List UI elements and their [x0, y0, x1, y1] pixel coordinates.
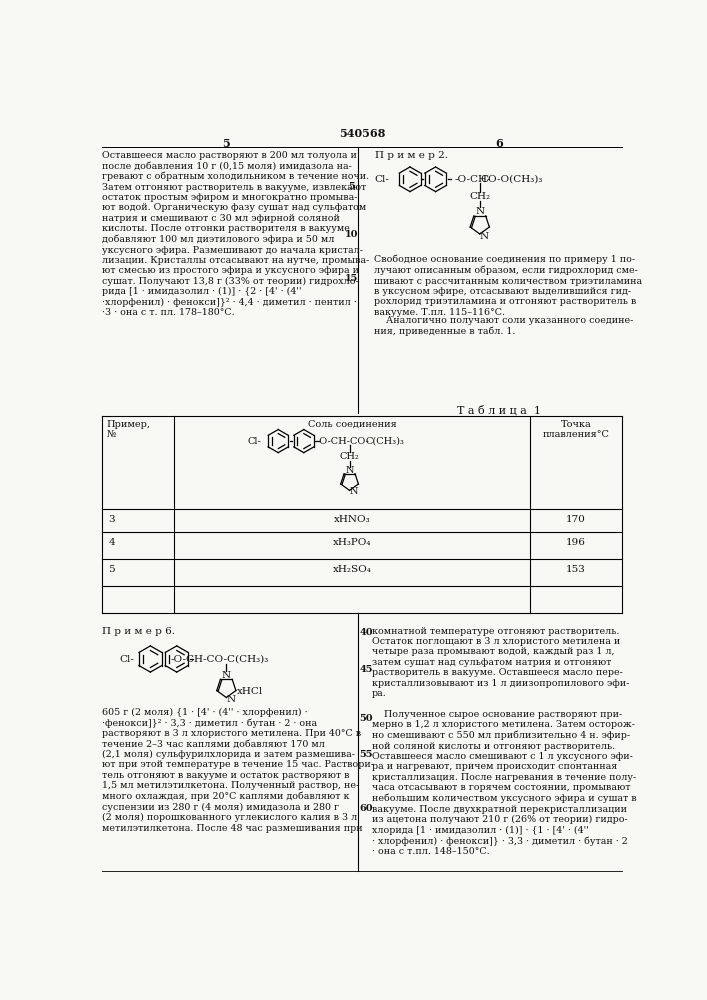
Text: Оставшееся масло растворяют в 200 мл толуола и
после добавления 10 г (0,15 моля): Оставшееся масло растворяют в 200 мл тол… [103, 151, 370, 317]
Text: N: N [475, 207, 484, 216]
Text: xHCl: xHCl [236, 687, 263, 696]
Text: 6: 6 [495, 138, 503, 149]
Text: xH₂SO₄: xH₂SO₄ [332, 565, 371, 574]
Text: комнатной температуре отгоняют растворитель.
Остаток поглощают в 3 л хлористого : комнатной температуре отгоняют растворит… [372, 627, 629, 698]
Text: Cl-: Cl- [247, 437, 261, 446]
Text: 45: 45 [360, 665, 373, 674]
Text: 50: 50 [360, 714, 373, 723]
Text: xH₃PO₄: xH₃PO₄ [332, 538, 371, 547]
Text: 540568: 540568 [339, 128, 385, 139]
Text: 4: 4 [109, 538, 115, 547]
Text: Точка
плавления°С: Точка плавления°С [542, 420, 609, 439]
Text: 5: 5 [223, 138, 230, 149]
Text: N: N [226, 695, 235, 704]
Text: 10: 10 [345, 230, 358, 239]
Text: 196: 196 [566, 538, 586, 547]
Text: -O-CH-CO-C(CH₃)₃: -O-CH-CO-C(CH₃)₃ [171, 654, 269, 664]
Text: 55: 55 [360, 750, 373, 759]
Text: Пример,
№: Пример, № [106, 420, 150, 439]
Text: 3: 3 [109, 515, 115, 524]
Text: N: N [349, 487, 358, 496]
Text: CO-O(CH₃)₃: CO-O(CH₃)₃ [480, 175, 543, 184]
Text: -O-CH-CO-: -O-CH-CO- [317, 437, 370, 446]
Text: N: N [222, 671, 231, 680]
Text: N: N [345, 466, 354, 475]
Text: Cl-: Cl- [374, 175, 389, 184]
Text: Аналогично получают соли указанного соедине-
ния, приведенные в табл. 1.: Аналогично получают соли указанного соед… [373, 316, 633, 336]
Text: 605 г (2 моля) {1 · [4' · (4'' · хлорфенил) ·
·фенокси]}² · 3,3 · диметил · бута: 605 г (2 моля) {1 · [4' · (4'' · хлорфен… [103, 708, 374, 833]
Text: П р и м е р 2.: П р и м е р 2. [375, 151, 448, 160]
Text: xHNO₃: xHNO₃ [334, 515, 370, 524]
Text: CH₂: CH₂ [469, 192, 491, 201]
Text: 60: 60 [360, 804, 373, 813]
Text: N: N [480, 232, 489, 241]
Text: 40: 40 [360, 628, 373, 637]
Text: CH₂: CH₂ [339, 452, 359, 461]
Text: 170: 170 [566, 515, 586, 524]
Text: Свободное основание соединения по примеру 1 по-
лучают описанным образом, если г: Свободное основание соединения по пример… [373, 255, 642, 317]
Text: Полученное сырое основание растворяют при-
мерно в 1,2 л хлористого метилена. За: Полученное сырое основание растворяют пр… [372, 710, 636, 856]
Text: П р и м е р 6.: П р и м е р 6. [103, 627, 175, 636]
Text: 5: 5 [109, 565, 115, 574]
Text: -O-CH-: -O-CH- [455, 175, 491, 184]
Text: 15: 15 [345, 274, 358, 283]
Text: 5: 5 [349, 182, 355, 191]
Text: Cl-: Cl- [119, 654, 134, 664]
Text: Т а б л и ц а  1: Т а б л и ц а 1 [457, 405, 541, 415]
Text: Соль соединения: Соль соединения [308, 420, 396, 429]
Text: 153: 153 [566, 565, 586, 574]
Text: C(CH₃)₃: C(CH₃)₃ [366, 437, 404, 446]
